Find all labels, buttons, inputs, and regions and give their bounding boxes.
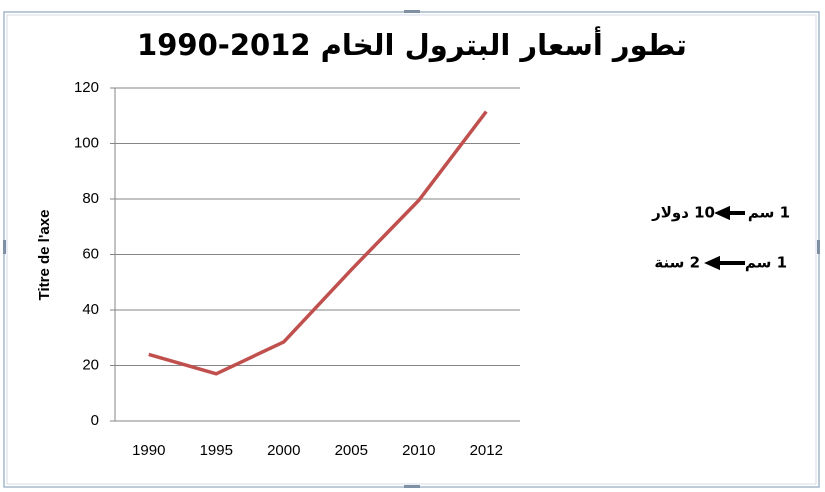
annotation-unit: 1 سم bbox=[748, 204, 790, 222]
arrows bbox=[704, 205, 745, 271]
x-tick-label: 2005 bbox=[335, 442, 368, 459]
y-tick-label: 100 bbox=[74, 134, 99, 151]
chart-frame-inner bbox=[6, 14, 817, 485]
y-tick-label: 40 bbox=[82, 301, 99, 318]
annotation-unit: 1 سم bbox=[745, 254, 787, 272]
y-tick-label: 120 bbox=[74, 79, 99, 96]
x-tick-label: 1990 bbox=[132, 442, 165, 459]
x-tick-label: 2012 bbox=[470, 442, 503, 459]
chart-frame bbox=[3, 11, 820, 488]
x-tick-label: 1995 bbox=[200, 442, 233, 459]
y-tick-label: 60 bbox=[82, 245, 99, 262]
y-tick-label: 0 bbox=[91, 412, 99, 429]
line-series bbox=[148, 110, 488, 376]
annotation-value: 10 دولار bbox=[651, 204, 715, 222]
annotation-value: 2 سنة bbox=[654, 254, 700, 272]
x-tick-label: 2010 bbox=[402, 442, 435, 459]
resize-handles bbox=[3, 10, 820, 488]
y-tick-label: 80 bbox=[82, 190, 99, 207]
x-tick-label: 2000 bbox=[267, 442, 300, 459]
chart-title: تطور أسعار البترول الخام 2012-1990 bbox=[137, 26, 687, 62]
y-axis-label: Titre de l'axe bbox=[36, 210, 53, 301]
y-tick-label: 20 bbox=[82, 356, 99, 373]
